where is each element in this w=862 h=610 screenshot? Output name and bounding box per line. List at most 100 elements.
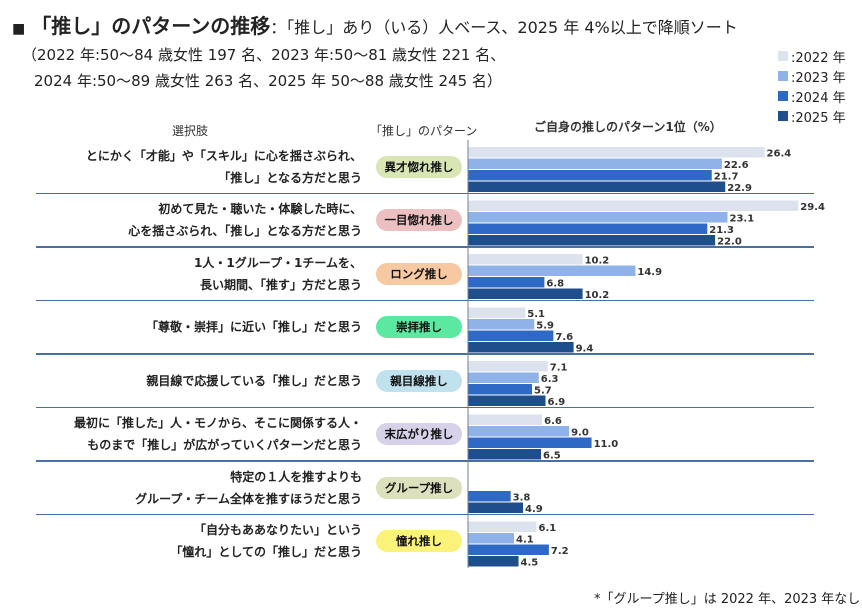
- bar-2025: [468, 556, 519, 567]
- bar-2025: [468, 502, 524, 513]
- title-subtitle: ：「推し」あり（いる）人ベース、2025 年 4%以上で降順ソート: [270, 18, 738, 37]
- category-label-line: 長い期間、「推す」方だと思う: [199, 277, 362, 292]
- title-bullet: ■: [12, 21, 26, 37]
- legend-item-2024: :2024 年: [778, 86, 846, 106]
- category-label-line: 心を揺さぶられ、「推し」となる方だと思う: [128, 224, 362, 239]
- bar-2022: [468, 147, 765, 158]
- bar-2023: [468, 212, 728, 223]
- bar-2024: [468, 223, 708, 234]
- legend: :2022 年 :2023 年 :2024 年 :2025 年: [778, 46, 846, 126]
- category-label: 「尊敬・崇拝」に近い「推し」だと思う: [22, 316, 362, 338]
- bar-2024: [468, 437, 592, 448]
- bar-value-label-2022: 29.4: [800, 202, 825, 213]
- bar-value-label-2024: 6.8: [546, 279, 564, 290]
- bar-value-label-2024: 7.2: [551, 546, 569, 557]
- bar-2024: [468, 491, 511, 502]
- category-label: 特定の１人を推すよりもグループ・チーム全体を推すほうだと思う: [22, 466, 362, 510]
- bar-2023: [468, 426, 570, 437]
- category-label: 1人・1グループ・1チームを、 長い期間、「推す」方だと思う: [22, 252, 362, 296]
- bar-value-label-2025: 6.9: [548, 397, 566, 408]
- bar-2023: [468, 533, 515, 544]
- pattern-badge: 一目惚れ推し: [376, 209, 462, 232]
- bar-value-label-2025: 22.9: [727, 183, 752, 194]
- category-label-line: 親目線で応援している「推し」だと思う: [146, 373, 362, 388]
- bar-value-label-2023: 4.1: [516, 535, 534, 546]
- category-label: 「自分もああなりたい」という「憧れ」としての「推し」だと思う: [22, 519, 362, 563]
- bar-2024: [468, 330, 554, 341]
- legend-swatch: [778, 71, 788, 81]
- category-label-line: 「尊敬・崇拝」に近い「推し」だと思う: [145, 320, 362, 335]
- bar-value-label-2025: 9.4: [576, 344, 594, 355]
- bar-2025: [468, 449, 542, 460]
- pattern-badge: 親目線推し: [376, 369, 462, 392]
- bar-value-label-2025: 22.0: [717, 237, 742, 248]
- bar-2025: [468, 395, 546, 406]
- category-label: 最初に「推した」人・モノから、そこに関係する人・ものまで「推し」が広がっていくパ…: [22, 412, 362, 456]
- bar-value-label-2025: 6.5: [543, 451, 561, 462]
- bar-value-label-2023: 23.1: [729, 214, 754, 225]
- bar-2023: [468, 319, 535, 330]
- sample-note-line-2: 2024 年:50～89 歳女性 263 名、2025 年 50～88 歳女性 …: [34, 72, 502, 90]
- category-label-line: 「憧れ」としての「推し」だと思う: [170, 545, 362, 560]
- category-label-line: とにかく「才能」や「スキル」に心を揺さぶられ、: [85, 148, 362, 163]
- bar-2025: [468, 342, 574, 353]
- bar-2023: [468, 158, 722, 169]
- bar-value-label-2023: 14.9: [637, 267, 662, 278]
- bar-2022: [468, 307, 526, 318]
- bar-value-label-2024: 11.0: [594, 439, 619, 450]
- bar-value-label-2023: 5.9: [536, 321, 554, 332]
- row-separator: [36, 192, 814, 194]
- bar-value-label-2024: 5.7: [534, 386, 552, 397]
- bar-value-label-2024: 21.7: [714, 172, 739, 183]
- sample-note-line-1: （2022 年:50～84 歳女性 197 名、2023 年:50～81 歳女性…: [22, 46, 506, 64]
- category-label: 親目線で応援している「推し」だと思う: [22, 370, 362, 392]
- legend-swatch: [778, 51, 788, 61]
- legend-label: :2025 年: [791, 110, 846, 126]
- bar-value-label-2023: 9.0: [571, 428, 589, 439]
- row-separator: [36, 299, 814, 301]
- category-label-line: 「自分もああなりたい」という: [193, 523, 362, 538]
- row-separator: [36, 460, 814, 462]
- category-label-line: 初めて見た・聴いた・体験した時に、: [158, 202, 362, 217]
- column-header-choice: 選択肢: [172, 124, 209, 138]
- category-label-line: 最初に「推した」人・モノから、そこに関係する人・: [73, 416, 362, 431]
- legend-label: :2023 年: [791, 70, 846, 86]
- legend-item-2025: :2025 年: [778, 106, 846, 126]
- bar-2023: [468, 372, 539, 383]
- category-label-line: ものまで「推し」が広がっていくパターンだと思う: [87, 438, 362, 453]
- title-main: 「推し」のパターンの推移: [31, 14, 271, 38]
- legend-label: :2024 年: [791, 90, 846, 106]
- category-label-line: グループ・チーム全体を推すほうだと思う: [135, 491, 362, 506]
- category-label-line: 特定の１人を推すよりも: [230, 469, 362, 484]
- bar-value-label-2022: 6.1: [539, 523, 557, 534]
- legend-label: :2022 年: [791, 50, 846, 66]
- category-label: とにかく「才能」や「スキル」に心を揺さぶられ、「推し」となる方だと思う: [22, 145, 362, 189]
- footnote: *「グループ推し」は 2022 年、2023 年なし: [594, 592, 861, 607]
- bar-value-label-2022: 26.4: [767, 149, 792, 160]
- bar-2024: [468, 544, 549, 555]
- category-label-line: 「推し」となる方だと思う: [218, 170, 362, 185]
- bar-value-label-2024: 3.8: [513, 493, 531, 504]
- pattern-badge: 崇拝推し: [376, 316, 462, 339]
- bar-2024: [468, 277, 545, 288]
- column-header-pattern: 「推し」のパターン: [370, 124, 478, 138]
- bar-value-label-2025: 10.2: [585, 290, 610, 301]
- column-header-chart: ご自身の推しのパターン1位（%）: [534, 120, 722, 134]
- bar-2023: [468, 265, 636, 276]
- pattern-badge: 末広がり推し: [376, 423, 462, 446]
- bar-2022: [468, 200, 799, 211]
- bar-2025: [468, 181, 726, 192]
- bar-2022: [468, 254, 583, 265]
- row-separator: [36, 406, 814, 408]
- bar-value-label-2022: 5.1: [527, 309, 545, 320]
- bar-value-label-2025: 4.5: [521, 558, 539, 569]
- pattern-badge: 憧れ推し: [376, 530, 462, 553]
- bar-value-label-2022: 7.1: [550, 363, 568, 374]
- bar-value-label-2023: 6.3: [541, 374, 559, 385]
- bar-2024: [468, 384, 533, 395]
- row-separator: [36, 353, 814, 355]
- category-label: 初めて見た・聴いた・体験した時に、心を揺さぶられ、「推し」となる方だと思う: [22, 198, 362, 242]
- row-separator: [36, 513, 814, 515]
- bar-2024: [468, 170, 712, 181]
